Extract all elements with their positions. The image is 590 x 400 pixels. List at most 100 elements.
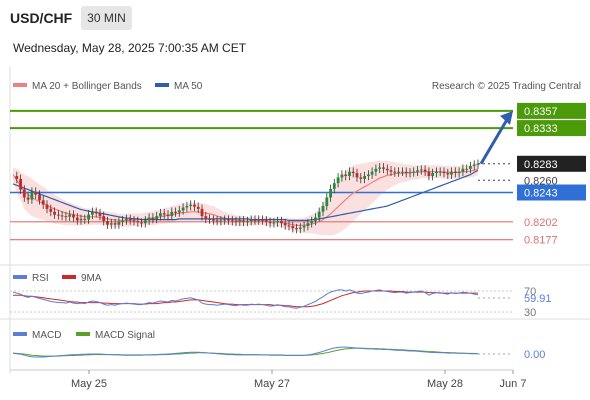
macd-signal-legend-label: MACD Signal [95,330,155,341]
candle-body [147,217,151,221]
candle-body [223,219,227,221]
level-label-last_price: 0.8283 [524,159,558,171]
candle-body [359,177,363,179]
candle-body [276,221,279,223]
candle-body [340,174,344,178]
ma20-line [12,168,479,226]
candle-body [264,220,268,222]
candle-body [397,171,400,173]
level-label-target: 0.8357 [524,106,558,118]
candle-body [268,221,272,224]
macd-legend: MACD MACD Signal [13,330,155,341]
candle-body [185,206,189,208]
candle-body [453,171,457,174]
price-levels [10,109,513,241]
candle-body [295,228,298,230]
level-label-box-target [517,102,586,119]
candle-body [181,207,185,211]
rsi-ma-legend-label: 9MA [81,273,102,284]
time-axis: May 25 May 27 May 28 Jun 7 [71,370,527,390]
candle-body [363,176,366,179]
candle-body [117,221,121,225]
ma50-line [12,169,479,221]
candle-body [332,183,336,189]
time-tick-label: May 28 [427,378,463,390]
candle-body [49,208,53,212]
candle-body [310,221,314,224]
macd-current-label: 0.00 [524,349,545,361]
candle-body [246,221,249,223]
candle-body [60,215,64,217]
candle-body [125,218,128,221]
candle-body [321,206,325,212]
candle-body [219,220,223,222]
target-arrow [479,110,513,165]
time-tick-label: May 25 [71,378,107,390]
candle-body [170,211,174,217]
candle-body [94,211,98,214]
datetime-label: Wednesday, May 28, 2025 7:00:35 AM CET [13,41,247,55]
timeframe-button[interactable]: 30 MIN [81,6,132,30]
candle-body [465,168,469,170]
price-legend: MA 20 + Bollinger Bands MA 50 Research ©… [13,81,581,92]
symbol-label: USD/CHF [10,10,73,26]
candle-body [472,164,476,166]
candle-body [53,211,56,215]
candle-body [261,219,264,221]
candle-body [329,188,332,198]
candle-body [166,214,170,216]
rsi-current-label: 59.91 [524,293,552,305]
candle-body [314,217,317,222]
candle-body [370,171,374,175]
candle-body [26,197,30,200]
candle-body [374,168,378,172]
candle-body [34,191,38,195]
candle-body [45,204,49,209]
level-label-box-last_price [517,155,586,172]
candle-body [162,213,166,215]
candle-body [416,170,419,172]
candle-body [461,168,465,172]
ma50-legend-swatch [155,83,169,87]
macd-line [12,346,478,358]
time-tick-label: Jun 7 [500,378,527,390]
bollinger-bands [13,160,478,236]
level-label-box-pivot [517,184,586,201]
candle-body [427,171,431,176]
candle-body [348,171,351,176]
candle-body [393,171,397,173]
candle-body [280,221,283,224]
candle-body [450,171,453,175]
level-label-support: 0.8177 [524,235,558,247]
candle-body [151,217,155,219]
rsi-legend-swatch [13,275,27,279]
candle-body [317,211,321,218]
candle-body [193,204,196,207]
candle-body [336,177,340,184]
candle-body [121,220,124,222]
rsi-legend-label: RSI [32,273,49,284]
level-label-support: 0.8202 [524,217,558,229]
candle-body [401,171,404,173]
credit-label: Research © 2025 Trading Central [432,81,581,92]
candle-body [155,216,159,219]
candle-body [382,167,385,169]
candlesticks [15,159,480,234]
macd-signal-legend-swatch [76,332,90,336]
candle-body [355,173,359,178]
candle-body [419,169,423,171]
candle-body [41,200,45,205]
candle-body [57,214,60,216]
candle-body [208,218,211,220]
candle-body [469,166,472,169]
time-tick-label: May 27 [254,378,290,390]
candle-body [38,194,41,201]
candle-body [446,173,450,175]
level-label-pivot: 0.8243 [524,188,558,200]
candle-body [404,171,408,174]
candle-body [64,216,68,218]
candle-body [136,221,140,223]
candle-body [442,171,446,174]
candle-body [79,218,83,221]
